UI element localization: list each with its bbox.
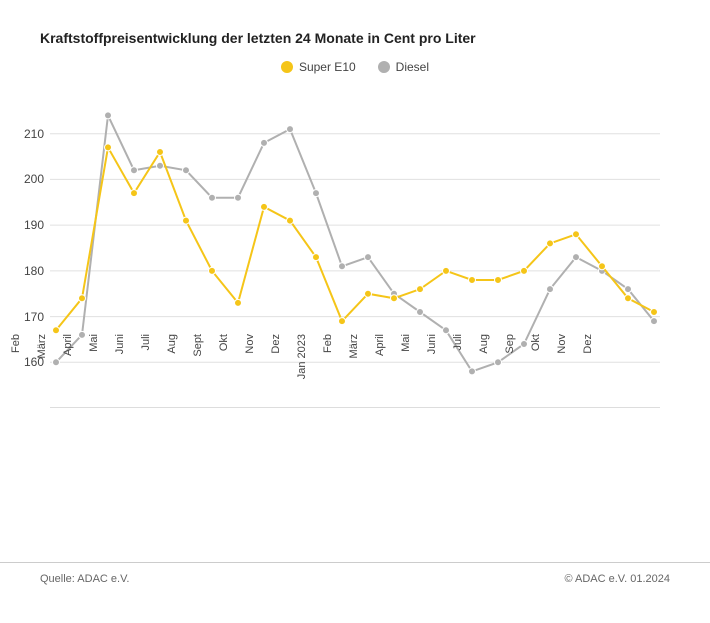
x-tick-label: Aug (166, 334, 178, 414)
data-point (625, 286, 632, 293)
data-point (157, 149, 164, 156)
x-tick-label: Sep (504, 334, 516, 414)
data-point (235, 194, 242, 201)
data-point (183, 217, 190, 224)
data-point (469, 277, 476, 284)
legend-swatch-super-e10 (281, 61, 293, 73)
data-point (417, 286, 424, 293)
data-point (339, 318, 346, 325)
legend-swatch-diesel (378, 61, 390, 73)
x-tick-label: Mai (88, 334, 100, 414)
legend: Super E10 Diesel (40, 60, 670, 74)
data-point (443, 327, 450, 334)
data-point (365, 254, 372, 261)
x-tick-label: Juni (426, 334, 438, 414)
x-tick-label: Juli (140, 334, 152, 414)
data-point (417, 309, 424, 316)
data-point (495, 277, 502, 284)
data-point (209, 267, 216, 274)
x-tick-label: Dez (582, 334, 594, 414)
x-tick-label: Juni (114, 334, 126, 414)
x-tick-label: Jan 2023 (296, 334, 308, 414)
x-tick-label: März (348, 334, 360, 414)
x-tick-label: März (36, 334, 48, 414)
page: Kraftstoffpreisentwicklung der letzten 2… (0, 0, 710, 623)
data-point (443, 267, 450, 274)
x-tick-label: Aug (478, 334, 490, 414)
data-point (53, 327, 60, 334)
x-tick-label: Dez (270, 334, 282, 414)
chart-title: Kraftstoffpreisentwicklung der letzten 2… (40, 30, 670, 46)
data-point (209, 194, 216, 201)
data-point (599, 263, 606, 270)
data-point (131, 190, 138, 197)
x-tick-label: April (374, 334, 386, 414)
data-point (521, 267, 528, 274)
series-line-super-e10 (56, 147, 654, 330)
y-tick-label: 190 (24, 218, 44, 232)
x-tick-label: Nov (244, 334, 256, 414)
x-tick-label: Sept (192, 334, 204, 414)
x-tick-label: Feb (322, 334, 334, 414)
data-point (157, 162, 164, 169)
data-point (313, 254, 320, 261)
x-tick-label: Juli (452, 334, 464, 414)
data-point (261, 139, 268, 146)
copyright-text: © ADAC e.V. 01.2024 (564, 563, 670, 585)
data-point (365, 290, 372, 297)
data-point (521, 341, 528, 348)
data-point (105, 144, 112, 151)
data-point (625, 295, 632, 302)
x-tick-label: Feb (10, 334, 22, 414)
data-point (261, 203, 268, 210)
data-point (53, 359, 60, 366)
data-point (651, 318, 658, 325)
data-point (79, 331, 86, 338)
x-tick-label: Okt (530, 334, 542, 414)
legend-item-diesel: Diesel (378, 60, 429, 74)
data-point (105, 112, 112, 119)
y-tick-label: 210 (24, 127, 44, 141)
data-point (235, 299, 242, 306)
chart: 160170180190200210 Jan 2022FebMärzAprilM… (50, 88, 660, 408)
data-point (651, 309, 658, 316)
data-point (547, 240, 554, 247)
x-tick-label: Mai (400, 334, 412, 414)
data-point (131, 167, 138, 174)
data-point (495, 359, 502, 366)
y-tick-label: 170 (24, 310, 44, 324)
data-point (287, 126, 294, 133)
x-tick-label: Nov (556, 334, 568, 414)
x-tick-label: April (62, 334, 74, 414)
x-tick-label: Okt (218, 334, 230, 414)
y-tick-label: 200 (24, 172, 44, 186)
data-point (339, 263, 346, 270)
y-tick-label: 180 (24, 264, 44, 278)
data-point (573, 231, 580, 238)
source-text: Quelle: ADAC e.V. (40, 563, 129, 585)
data-point (287, 217, 294, 224)
legend-label-super-e10: Super E10 (299, 60, 356, 74)
data-point (547, 286, 554, 293)
legend-label-diesel: Diesel (396, 60, 429, 74)
data-point (391, 295, 398, 302)
legend-item-super-e10: Super E10 (281, 60, 356, 74)
data-point (573, 254, 580, 261)
footer: Quelle: ADAC e.V. © ADAC e.V. 01.2024 (0, 562, 710, 585)
x-axis: Jan 2022FebMärzAprilMaiJuniJuliAugSeptOk… (50, 408, 660, 498)
data-point (469, 368, 476, 375)
data-point (313, 190, 320, 197)
data-point (79, 295, 86, 302)
data-point (183, 167, 190, 174)
